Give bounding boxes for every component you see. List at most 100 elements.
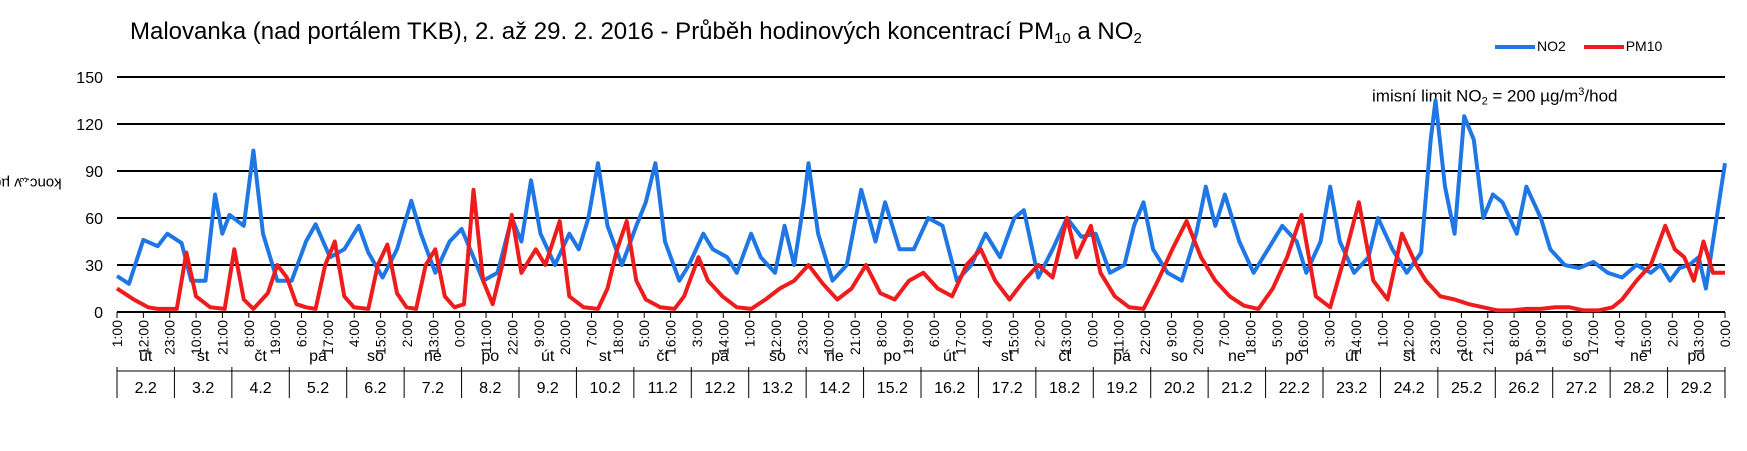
title-sub2: 2	[1133, 30, 1142, 47]
series-line-no2	[115, 98, 1727, 291]
x-tick-label: 0:00	[1084, 320, 1100, 347]
date-label: 11.2	[648, 380, 678, 397]
date-label: 27.2	[1566, 380, 1597, 397]
limit-annotation: imisní limit NO2 = 200 µg/m3/hod	[1372, 86, 1618, 108]
x-tick-label: 10:00	[821, 320, 837, 355]
x-tick-label: 0:00	[452, 320, 468, 347]
x-tick-label: 12:00	[135, 320, 151, 355]
date-label: 26.2	[1508, 380, 1539, 397]
date-label: 15.2	[877, 380, 908, 397]
x-tick-label: 19:00	[900, 320, 916, 355]
y-tick-label: 150	[76, 70, 103, 87]
date-label: 10.2	[590, 380, 621, 397]
weekday-label: so	[769, 348, 786, 365]
annot-suffix: /hod	[1584, 86, 1618, 106]
date-label: 20.2	[1164, 380, 1195, 397]
annot-prefix: imisní limit NO	[1372, 86, 1482, 106]
y-tick-label: 0	[94, 305, 103, 322]
x-tick-label: 18:00	[1243, 320, 1259, 355]
legend-label-pm10: PM10	[1625, 38, 1663, 54]
date-label: 12.2	[704, 380, 735, 397]
weekday-label: út	[541, 348, 555, 365]
weekday-label: út	[139, 348, 153, 365]
weekday-label: st	[1403, 348, 1416, 365]
x-tick-label: 16:00	[663, 320, 679, 355]
legend-label-no2: NO2	[1537, 38, 1566, 54]
weekday-label: so	[1573, 348, 1590, 365]
x-tick-label: 9:00	[531, 320, 547, 347]
x-tick-label: 16:00	[1295, 320, 1311, 355]
weekday-label: ne	[1228, 348, 1246, 365]
x-tick-label: 13:00	[1691, 320, 1707, 355]
x-tick-label: 18:00	[610, 320, 626, 355]
weekday-label: út	[943, 348, 957, 365]
x-tick-label: 8:00	[873, 320, 889, 347]
x-tick-label: 14:00	[715, 320, 731, 355]
x-tick-label: 23:00	[1427, 320, 1443, 355]
date-label: 9.2	[537, 380, 559, 397]
date-label: 16.2	[934, 380, 965, 397]
legend-swatch-no2	[1495, 45, 1535, 50]
y-tick-label: 90	[85, 164, 103, 181]
x-tick-label: 3:00	[1322, 320, 1338, 347]
date-label: 22.2	[1279, 380, 1310, 397]
chart-title: Malovanka (nad portálem TKB), 2. až 29. …	[130, 18, 1142, 47]
x-tick-label: 21:00	[847, 320, 863, 355]
x-tick-label: 23:00	[794, 320, 810, 355]
weekday-label: pá	[1515, 348, 1533, 365]
x-tick-label: 15:00	[1005, 320, 1021, 355]
x-tick-label: 3:00	[689, 320, 705, 347]
x-tick-label: 11:00	[478, 320, 494, 354]
x-tick-label: 7:00	[583, 320, 599, 347]
x-tick-label: 19:00	[267, 320, 283, 355]
date-label: 8.2	[479, 380, 501, 397]
x-tick-label: 7:00	[1216, 320, 1232, 347]
x-tick-label: 8:00	[1506, 320, 1522, 347]
x-tick-label: 2:00	[1032, 320, 1048, 347]
date-label: 17.2	[992, 380, 1023, 397]
x-tick-label: 20:00	[557, 320, 573, 355]
legend-item-pm10: PM10	[1583, 38, 1663, 54]
weekday-label: ne	[424, 348, 442, 365]
annot-sup: 3	[1578, 86, 1585, 98]
x-tick-label: 4:00	[979, 320, 995, 347]
weekday-label: st	[599, 348, 612, 365]
x-tick-label: 6:00	[294, 320, 310, 347]
x-tick-label: 21:00	[1480, 320, 1496, 355]
date-label: 23.2	[1336, 380, 1367, 397]
x-tick-label: 1:00	[742, 320, 758, 347]
x-tick-label: 15:00	[1638, 320, 1654, 355]
x-tick-label: 22:00	[504, 320, 520, 355]
weekday-label: čt	[1058, 348, 1071, 365]
x-tick-label: 12:00	[1401, 320, 1417, 355]
legend: NO2 PM10	[1495, 38, 1676, 54]
x-tick-label: 2:00	[399, 320, 415, 347]
weekday-label: po	[481, 348, 499, 365]
x-tick-label: 20:00	[1190, 320, 1206, 355]
legend-item-no2: NO2	[1495, 38, 1566, 54]
date-label: 18.2	[1049, 380, 1080, 397]
x-tick-label: 17:00	[953, 320, 969, 355]
title-mid: a NO	[1070, 18, 1134, 45]
date-label: 21.2	[1221, 380, 1252, 397]
weekday-label: po	[1687, 348, 1705, 365]
annot-middle: = 200 µg/m	[1487, 86, 1579, 106]
date-label: 6.2	[364, 380, 386, 397]
weekday-label: čt	[656, 348, 669, 365]
x-tick-label: 0:00	[1717, 320, 1733, 347]
date-label: 13.2	[762, 380, 793, 397]
y-tick-label: 120	[76, 117, 103, 134]
date-label: 19.2	[1106, 380, 1137, 397]
x-tick-label: 17:00	[320, 320, 336, 355]
weekday-label: út	[1345, 348, 1359, 365]
x-tick-label: 5:00	[636, 320, 652, 347]
date-label: 4.2	[249, 380, 271, 397]
weekday-label: čt	[1460, 348, 1473, 365]
x-tick-label: 13:00	[425, 320, 441, 355]
y-tick-label: 30	[85, 258, 103, 275]
weekday-label: pá	[711, 348, 729, 365]
weekday-label: st	[1001, 348, 1014, 365]
title-sub1: 10	[1054, 30, 1071, 47]
x-tick-label: 23:00	[162, 320, 178, 355]
weekday-label: pá	[1113, 348, 1131, 365]
